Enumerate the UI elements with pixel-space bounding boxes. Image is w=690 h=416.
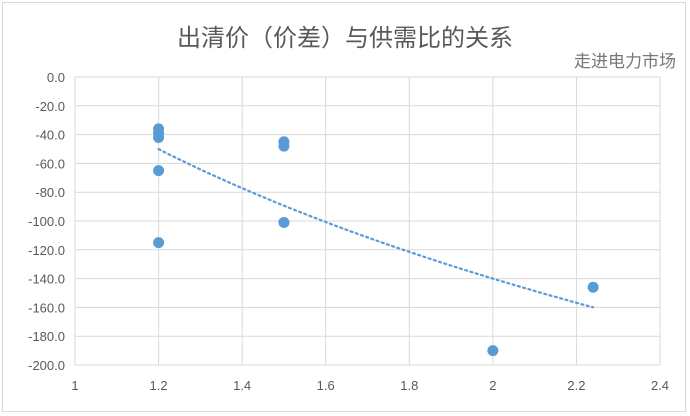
y-tick-label: -160.0 xyxy=(28,300,65,315)
y-tick-label: -180.0 xyxy=(28,329,65,344)
y-tick-label: -40.0 xyxy=(35,128,65,143)
data-point xyxy=(587,281,599,293)
y-tick-label: -100.0 xyxy=(28,214,65,229)
y-tick-label: -120.0 xyxy=(28,243,65,258)
data-point xyxy=(153,165,165,177)
trendline xyxy=(157,148,595,309)
chart-frame xyxy=(2,2,686,412)
x-tick-label: 1.6 xyxy=(317,378,335,393)
y-tick-label: 0.0 xyxy=(47,70,65,85)
data-point xyxy=(278,216,290,228)
y-tick-label: -200.0 xyxy=(28,358,65,373)
x-tick-label: 1.4 xyxy=(233,378,251,393)
data-point xyxy=(278,140,290,152)
chart-title: 出清价（价差）与供需比的关系 xyxy=(177,24,513,52)
x-tick-label: 1 xyxy=(71,378,78,393)
x-tick-label: 2 xyxy=(489,378,496,393)
y-tick-label: -140.0 xyxy=(28,272,65,287)
y-tick-label: -60.0 xyxy=(35,156,65,171)
data-point xyxy=(153,237,165,249)
x-tick-label: 1.2 xyxy=(150,378,168,393)
y-tick-label: -20.0 xyxy=(35,99,65,114)
data-point xyxy=(487,345,499,357)
x-tick-label: 2.2 xyxy=(567,378,585,393)
watermark: 走进电力市场 xyxy=(574,52,676,72)
y-tick-label: -80.0 xyxy=(35,185,65,200)
data-point xyxy=(153,131,165,143)
x-tick-label: 2.4 xyxy=(651,378,669,393)
x-tick-label: 1.8 xyxy=(400,378,418,393)
